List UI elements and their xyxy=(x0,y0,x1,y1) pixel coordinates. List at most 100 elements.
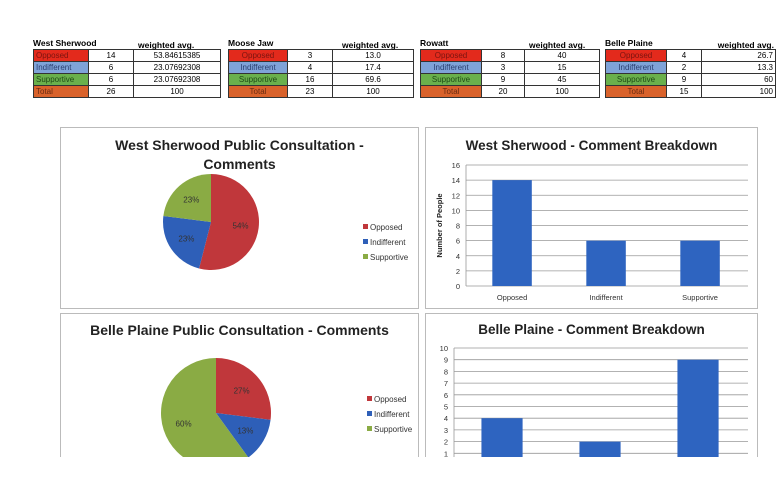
row-weighted-avg: 69.6 xyxy=(332,73,414,86)
table-row: Opposed 3 13.0 xyxy=(228,49,414,62)
legend-entry: Indifferent xyxy=(374,410,410,419)
row-label: Supportive xyxy=(33,73,89,86)
table-row: Supportive 9 45 xyxy=(420,73,600,86)
row-label: Total xyxy=(420,85,482,98)
row-weighted-avg: 100 xyxy=(524,85,600,98)
row-label: Indifferent xyxy=(605,61,667,74)
x-tick-label: Indifferent xyxy=(589,293,623,302)
chart-title: Belle Plaine Public Consultation - Comme… xyxy=(90,322,389,338)
table-row: Indifferent 4 17.4 xyxy=(228,61,414,74)
legend-swatch xyxy=(363,224,368,229)
y-axis-label: Number of People xyxy=(435,193,444,257)
table-location-name: Belle Plaine xyxy=(605,38,653,48)
y-tick-label: 10 xyxy=(440,344,448,353)
y-tick-label: 4 xyxy=(444,414,448,423)
y-tick-label: 6 xyxy=(444,391,448,400)
row-label: Opposed xyxy=(33,49,89,62)
bar-opposed xyxy=(481,418,523,457)
legend-swatch xyxy=(367,411,372,416)
legend-swatch xyxy=(363,254,368,259)
scan-area: West Sherwood weighted avg. Opposed 14 53.84… xyxy=(33,36,776,457)
row-label: Total xyxy=(33,85,89,98)
table-location-name: West Sherwood xyxy=(33,38,97,48)
row-count: 4 xyxy=(666,49,702,62)
row-weighted-avg: 45 xyxy=(524,73,600,86)
row-label: Supportive xyxy=(605,73,667,86)
bar-opposed xyxy=(492,180,532,286)
chart-title: West Sherwood Public Consultation - xyxy=(115,137,364,153)
bar-indifferent xyxy=(579,441,621,457)
pie-data-label: 27% xyxy=(234,386,250,395)
table-location-name: Rowatt xyxy=(420,38,449,48)
row-count: 16 xyxy=(287,73,333,86)
table-row: Supportive 9 60 xyxy=(605,73,776,86)
row-count: 26 xyxy=(88,85,134,98)
table-row: Total 20 100 xyxy=(420,85,600,98)
summary-table: Rowatt weighted avg. Opposed 8 40 Indifferent… xyxy=(420,36,600,98)
pie-slice-opposed xyxy=(199,174,259,270)
row-label: Total xyxy=(228,85,288,98)
y-tick-label: 4 xyxy=(456,252,460,261)
row-count: 8 xyxy=(481,49,525,62)
y-tick-label: 9 xyxy=(444,356,448,365)
row-label: Total xyxy=(605,85,667,98)
y-tick-label: 5 xyxy=(444,403,448,412)
row-label: Indifferent xyxy=(228,61,288,74)
table-location-name: Moose Jaw xyxy=(228,38,274,48)
row-weighted-avg: 40 xyxy=(524,49,600,62)
table-row: Supportive 16 69.6 xyxy=(228,73,414,86)
row-count: 4 xyxy=(287,61,333,74)
weighted-avg-header: weighted avg. xyxy=(342,40,399,50)
legend-entry: Opposed xyxy=(370,223,402,232)
row-weighted-avg: 100 xyxy=(133,85,221,98)
y-tick-label: 8 xyxy=(456,222,460,231)
row-count: 9 xyxy=(666,73,702,86)
table-row: Total 26 100 xyxy=(33,85,221,98)
pie-slice-supportive xyxy=(163,174,211,222)
row-label: Opposed xyxy=(420,49,482,62)
table-row: Indifferent 2 13.3 xyxy=(605,61,776,74)
row-weighted-avg: 13.3 xyxy=(701,61,776,74)
row-count: 3 xyxy=(481,61,525,74)
summary-table: Belle Plaine weighted avg. Opposed 4 26.7 Ind… xyxy=(605,36,776,98)
row-count: 15 xyxy=(666,85,702,98)
row-label: Opposed xyxy=(228,49,288,62)
row-count: 14 xyxy=(88,49,134,62)
y-tick-label: 2 xyxy=(444,438,448,447)
row-label: Opposed xyxy=(605,49,667,62)
row-weighted-avg: 100 xyxy=(332,85,414,98)
chart-title: West Sherwood - Comment Breakdown xyxy=(465,138,718,153)
row-count: 6 xyxy=(88,61,134,74)
row-weighted-avg: 23.07692308 xyxy=(133,61,221,74)
row-label: Indifferent xyxy=(420,61,482,74)
row-label: Supportive xyxy=(420,73,482,86)
y-tick-label: 6 xyxy=(456,237,460,246)
row-weighted-avg: 23.07692308 xyxy=(133,73,221,86)
row-count: 20 xyxy=(481,85,525,98)
pie-data-label: 13% xyxy=(237,426,253,435)
row-weighted-avg: 13.0 xyxy=(332,49,414,62)
west-sherwood-bar-chart: West Sherwood - Comment Breakdown 0 2 4 6 8 1… xyxy=(425,127,758,309)
pie-slice-supportive xyxy=(161,358,248,457)
pie-data-label: 23% xyxy=(178,235,194,244)
pie-data-label: 54% xyxy=(233,222,249,231)
y-tick-label: 1 xyxy=(444,449,448,457)
row-label: Indifferent xyxy=(33,61,89,74)
row-label: Supportive xyxy=(228,73,288,86)
y-tick-label: 14 xyxy=(452,176,460,185)
row-weighted-avg: 53.84615385 xyxy=(133,49,221,62)
table-row: Total 23 100 xyxy=(228,85,414,98)
row-weighted-avg: 100 xyxy=(701,85,776,98)
table-row: Opposed 8 40 xyxy=(420,49,600,62)
row-weighted-avg: 17.4 xyxy=(332,61,414,74)
pie-slice-indifferent xyxy=(216,413,271,457)
bar-supportive xyxy=(677,359,719,457)
chart-title: Belle Plaine - Comment Breakdown xyxy=(478,322,705,337)
belle-plaine-pie-chart: Belle Plaine Public Consultation - Comme… xyxy=(60,313,419,457)
pie-slice-opposed xyxy=(216,358,271,420)
y-tick-label: 12 xyxy=(452,191,460,200)
y-tick-label: 16 xyxy=(452,161,460,170)
row-weighted-avg: 15 xyxy=(524,61,600,74)
row-count: 6 xyxy=(88,73,134,86)
